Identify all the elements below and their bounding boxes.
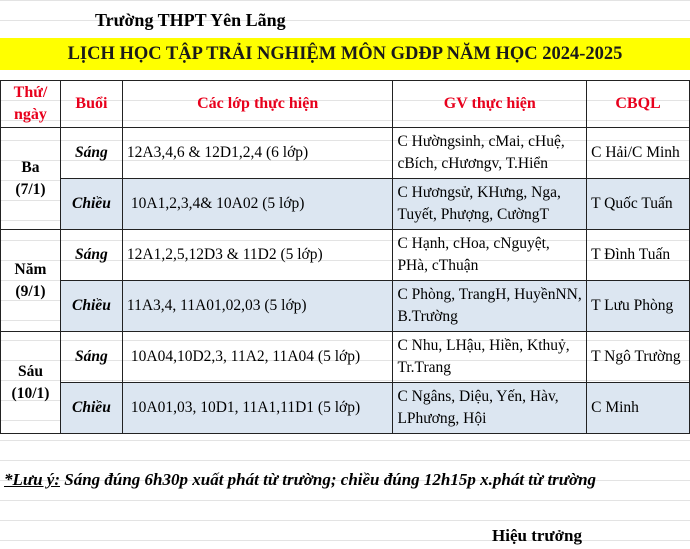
classes-cell: 11A3,4, 11A01,02,03 (5 lớp) xyxy=(121,280,394,332)
day-date: (9/1) xyxy=(15,282,46,300)
teachers-cell: C Hườngsinh, cMai, cHuệ, cBích, cHươngv,… xyxy=(392,127,588,179)
teachers-cell: C Ngâns, Diệu, Yến, Hàv, LPhương, Hội xyxy=(392,382,588,434)
classes-cell: 10A1,2,3,4& 10A02 (5 lớp) xyxy=(121,178,394,230)
schedule-title: LỊCH HỌC TẬP TRẢI NGHIỆM MÔN GDĐP NĂM HỌ… xyxy=(0,38,690,70)
table-row: Năm (9/1) Sáng 12A1,2,5,12D3 & 11D2 (5 lớp)… xyxy=(0,229,690,332)
manager-cell: T Lưu Phòng xyxy=(586,280,690,332)
note-text: Sáng đúng 6h30p xuất phát từ trường; chi… xyxy=(59,470,597,489)
header-day: Thứ/ ngày xyxy=(0,80,61,128)
manager-cell: T Quốc Tuấn xyxy=(586,178,690,230)
teachers-cell: C Phòng, TrangH, HuyềnNN, B.Trường xyxy=(392,280,588,332)
day-cell: Sáu (10/1) xyxy=(0,331,61,434)
classes-cell: 10A01,03, 10D1, 11A1,11D1 (5 lớp) xyxy=(121,382,394,434)
header-session: Buổi xyxy=(59,80,123,128)
session-cell: Chiều xyxy=(59,178,123,230)
session-cell: Sáng xyxy=(59,331,123,383)
teachers-cell: C Nhu, LHậu, Hiền, Kthuỷ, Tr.Trang xyxy=(392,331,588,383)
table-row: Chiều 10A01,03, 10D1, 11A1,11D1 (5 lớp) C … xyxy=(1,382,690,434)
day-date: (10/1) xyxy=(11,384,50,402)
day-cell: Năm (9/1) xyxy=(0,229,61,332)
classes-cell: 10A04,10D2,3, 11A2, 11A04 (5 lớp) xyxy=(121,331,394,383)
note-label: *Lưu ý: xyxy=(4,470,60,489)
table-row: Sáu (10/1) Sáng 10A04,10D2,3, 11A2, 11A04 (… xyxy=(0,331,690,434)
manager-cell: C Hải/C Minh xyxy=(586,127,690,179)
table-row: Chiều 11A3,4, 11A01,02,03 (5 lớp) C Phòng,… xyxy=(1,280,690,332)
session-cell: Sáng xyxy=(59,229,123,281)
teachers-cell: C Hạnh, cHoa, cNguyệt, PHà, cThuận xyxy=(392,229,588,281)
school-name: Trường THPT Yên Lãng xyxy=(95,10,286,30)
signature-title: Hiệu trưởng xyxy=(492,526,582,545)
note: *Lưu ý: Sáng đúng 6h30p xuất phát từ trư… xyxy=(4,470,596,490)
day-cell: Ba (7/1) xyxy=(0,127,61,230)
manager-cell: T Đình Tuấn xyxy=(586,229,690,281)
day-name: Năm xyxy=(14,260,47,278)
session-cell: Sáng xyxy=(59,127,123,179)
classes-cell: 12A3,4,6 & 12D1,2,4 (6 lớp) xyxy=(121,127,394,179)
manager-cell: T Ngô Trường xyxy=(586,331,690,383)
header-row: Thứ/ ngày Buổi Các lớp thực hiện GV thực… xyxy=(0,80,690,128)
session-cell: Chiều xyxy=(59,280,123,332)
header-manager: CBQL xyxy=(586,80,690,128)
day-date: (7/1) xyxy=(15,180,46,198)
schedule-table: Thứ/ ngày Buổi Các lớp thực hiện GV thực… xyxy=(0,80,690,434)
header-classes: Các lớp thực hiện xyxy=(121,80,394,128)
table-row: Ba (7/1) Sáng 12A3,4,6 & 12D1,2,4 (6 lớp) C … xyxy=(0,127,690,230)
table-row: Chiều 10A1,2,3,4& 10A02 (5 lớp) C Hươngsử,… xyxy=(1,178,690,230)
header-teachers: GV thực hiện xyxy=(392,80,588,128)
day-name: Ba xyxy=(21,158,40,176)
manager-cell: C Minh xyxy=(586,382,690,434)
day-name: Sáu xyxy=(17,362,43,380)
session-cell: Chiều xyxy=(59,382,123,434)
classes-cell: 12A1,2,5,12D3 & 11D2 (5 lớp) xyxy=(121,229,394,281)
teachers-cell: C Hươngsử, KHưng, Nga, Tuyết, Phượng, Cư… xyxy=(392,178,588,230)
